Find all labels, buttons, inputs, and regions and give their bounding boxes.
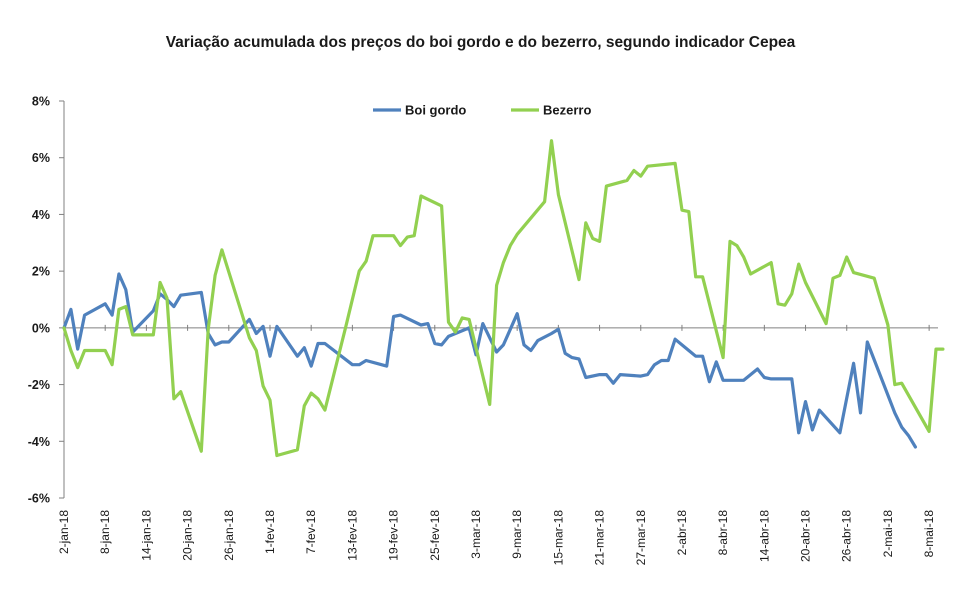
x-tick-label: 2-jan-18 bbox=[57, 510, 71, 554]
x-tick-label: 8-jan-18 bbox=[98, 510, 112, 554]
x-tick-label: 13-fev-18 bbox=[345, 510, 359, 561]
y-tick-label: -4% bbox=[28, 435, 50, 449]
x-tick-label: 26-jan-18 bbox=[222, 510, 236, 561]
x-tick-label: 27-mar-18 bbox=[634, 510, 648, 566]
y-tick-label: 6% bbox=[32, 151, 50, 165]
axes bbox=[63, 101, 938, 498]
x-tick-label: 8-mai-18 bbox=[922, 510, 936, 558]
y-tick-label: 4% bbox=[32, 208, 50, 222]
y-tick-label: 8% bbox=[32, 95, 50, 109]
series-line-boi-gordo bbox=[62, 272, 917, 449]
x-tick-label: 14-jan-18 bbox=[139, 510, 153, 561]
x-tick-label: 15-mar-18 bbox=[551, 510, 565, 566]
series-line-bezerro bbox=[62, 139, 945, 458]
legend-label: Boi gordo bbox=[405, 103, 466, 118]
x-tick-label: 2-abr-18 bbox=[675, 510, 689, 556]
x-tick-label: 9-mar-18 bbox=[510, 510, 524, 559]
x-tick-label: 20-jan-18 bbox=[181, 510, 195, 561]
y-axis-ticks: -6% -4% -2% 0% 2% 4% 6% 8% bbox=[28, 95, 64, 506]
y-tick-label: 2% bbox=[32, 265, 50, 279]
y-tick-label: 0% bbox=[32, 321, 50, 335]
x-tick-label: 1-fev-18 bbox=[263, 510, 277, 554]
x-tick-label: 19-fev-18 bbox=[387, 510, 401, 561]
chart-title: Variação acumulada dos preços do boi gor… bbox=[165, 34, 796, 51]
x-tick-label: 25-fev-18 bbox=[428, 510, 442, 561]
x-tick-label: 14-abr-18 bbox=[757, 510, 771, 562]
x-tick-label: 26-abr-18 bbox=[840, 510, 854, 562]
legend-label: Bezerro bbox=[543, 103, 591, 118]
x-tick-label: 3-mar-18 bbox=[469, 510, 483, 559]
series-lines bbox=[62, 139, 945, 458]
x-tick-label: 20-abr-18 bbox=[799, 510, 813, 562]
legend: Boi gordo Bezerro bbox=[373, 103, 591, 118]
x-tick-label: 21-mar-18 bbox=[593, 510, 607, 566]
x-tick-label: 7-fev-18 bbox=[304, 510, 318, 554]
x-tick-label: 8-abr-18 bbox=[716, 510, 730, 556]
y-tick-label: -6% bbox=[28, 492, 50, 506]
x-axis-ticks: 2-jan-18 8-jan-18 14-jan-18 20-jan-18 26-jan… bbox=[57, 324, 936, 566]
x-tick-label: 2-mai-18 bbox=[881, 510, 895, 558]
y-tick-label: -2% bbox=[28, 378, 50, 392]
